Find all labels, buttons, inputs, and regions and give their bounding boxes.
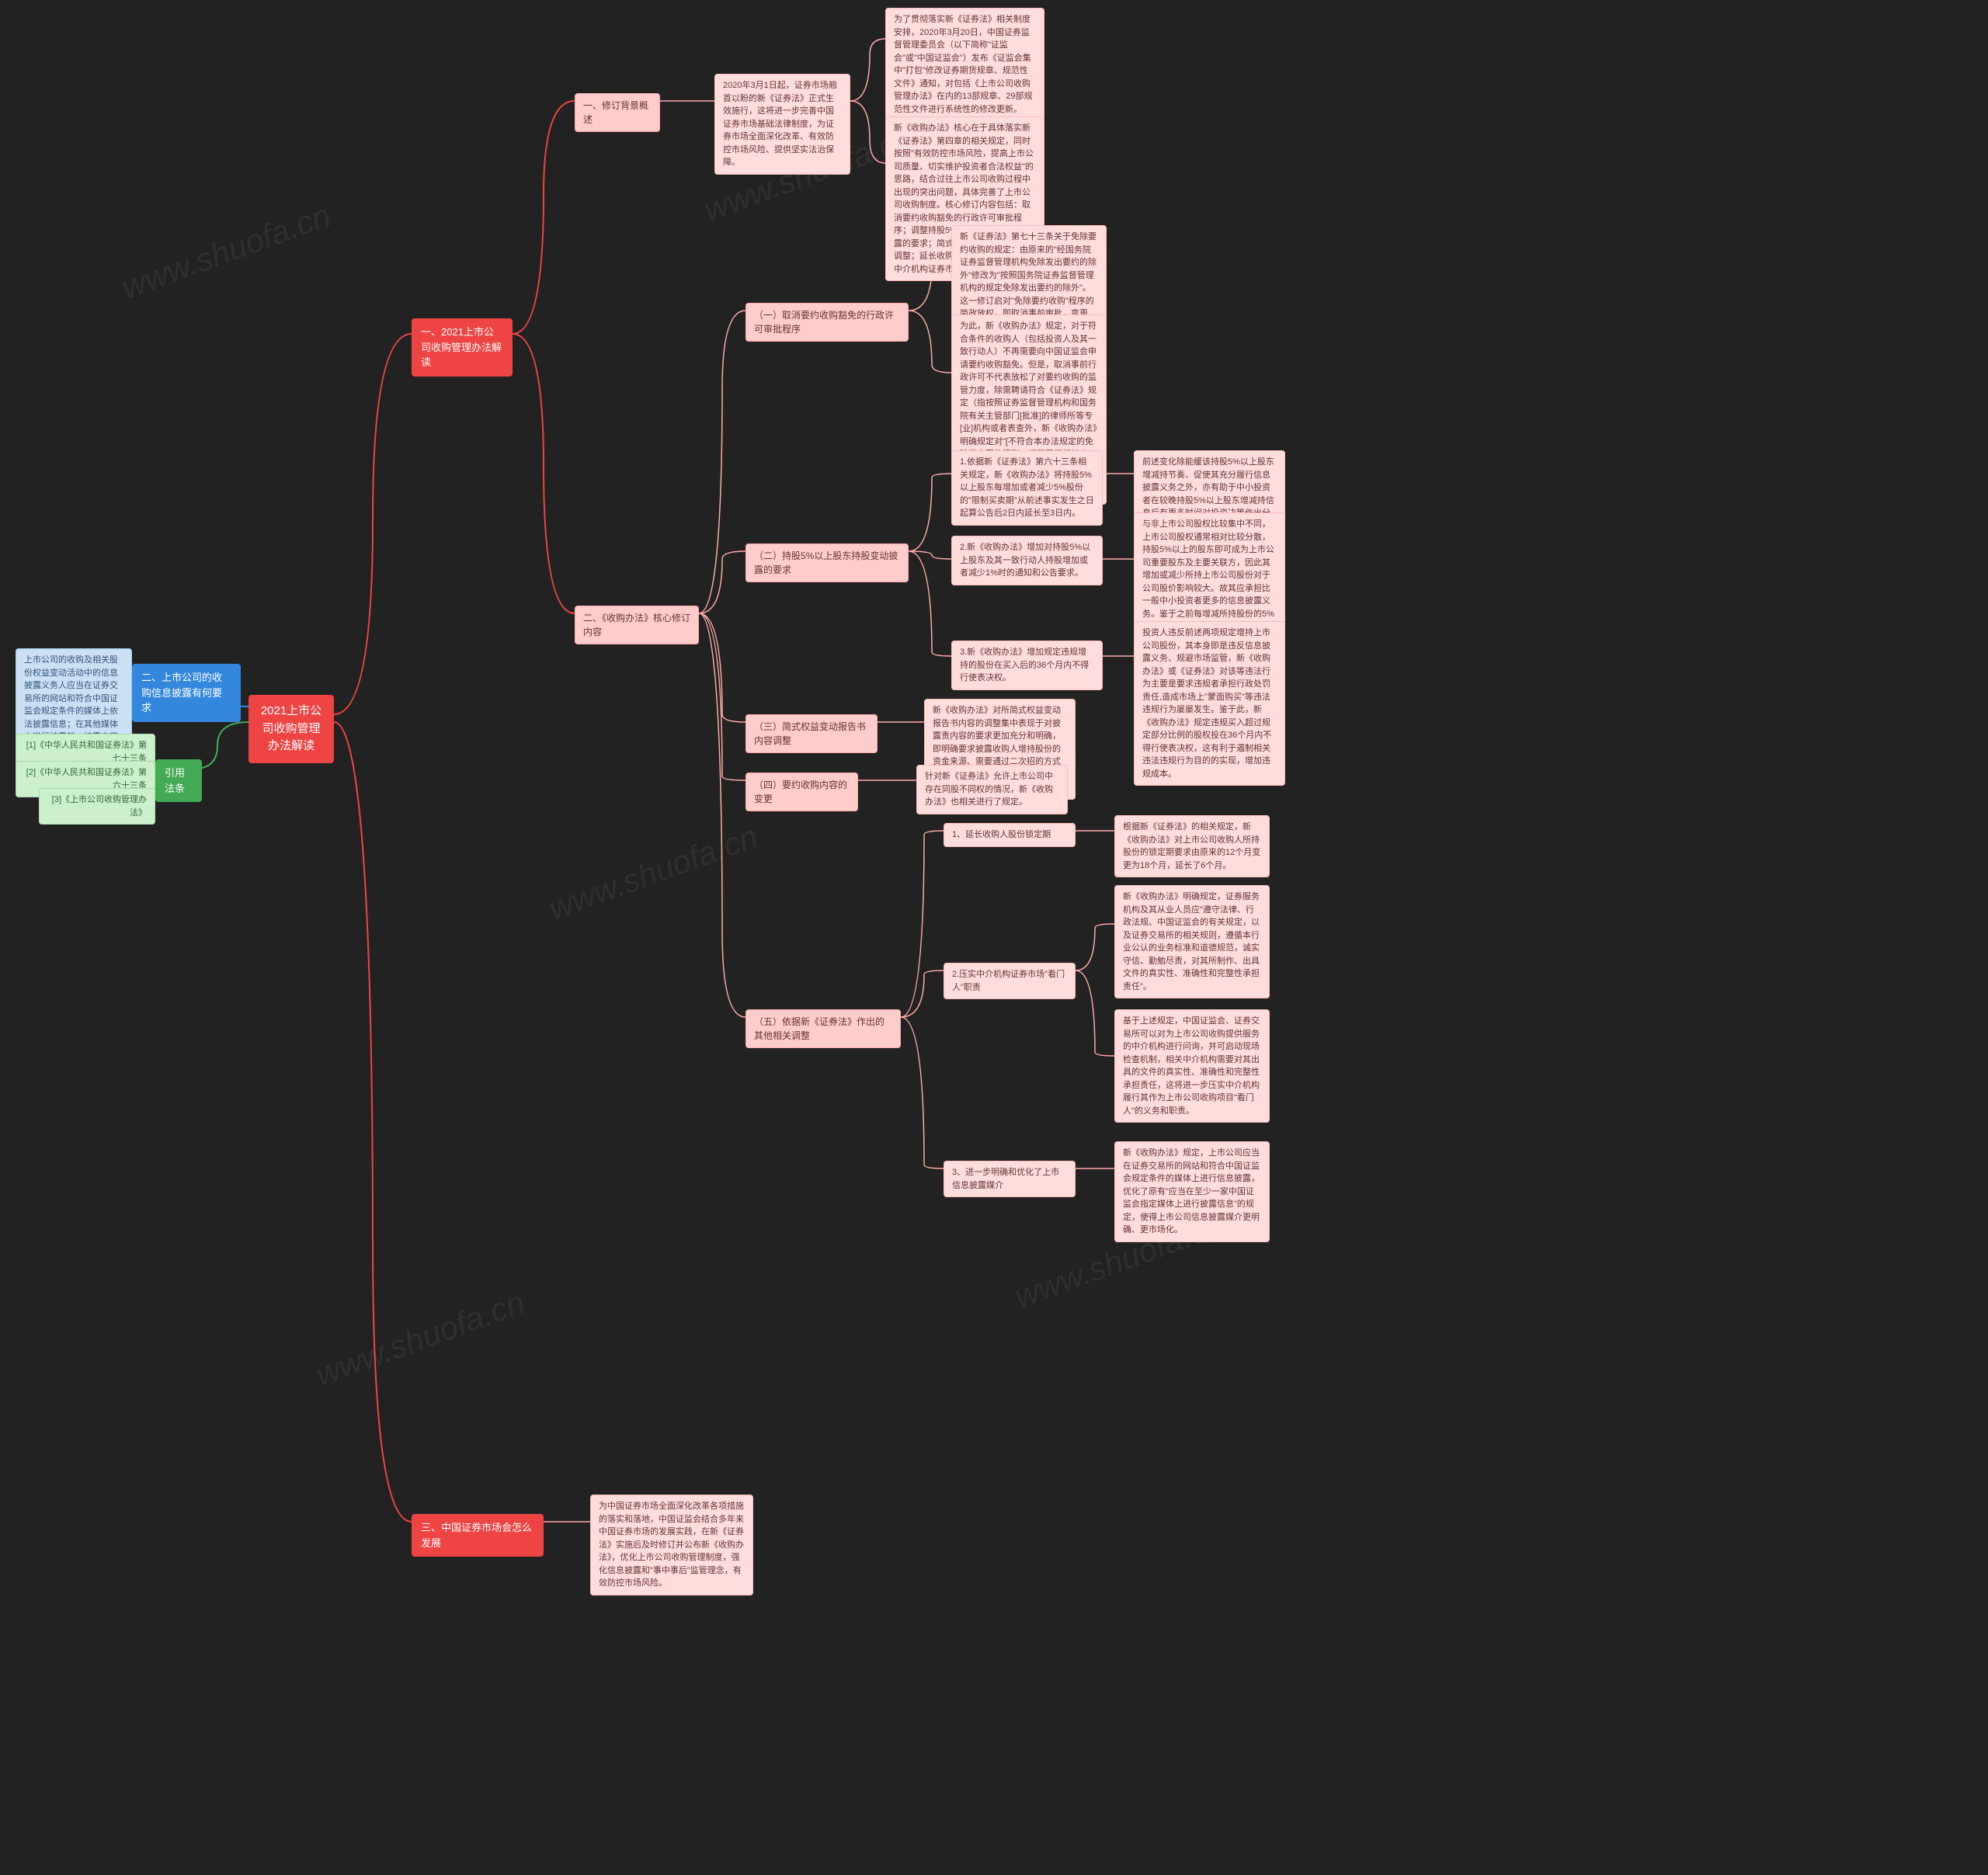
c2-node[interactable]: （二）持股5%以上股东持股变动披露的要求 xyxy=(746,543,909,582)
c5-item-1-leaf-1: 基于上述规定，中国证监会、证券交易所可以对为上市公司收购提供服务的中介机构进行问… xyxy=(1114,1009,1270,1123)
c5-item-2: 3、进一步明确和优化了上市信息披露媒介 xyxy=(944,1161,1076,1197)
c5-item-0: 1、延长收购人股份锁定期 xyxy=(944,823,1076,847)
cite-label: 引用法条 xyxy=(165,767,185,794)
section-s2[interactable]: 二、《收购办法》核心修订内容 xyxy=(575,606,699,644)
cite-item-2: [3]《上市公司收购管理办法》 xyxy=(39,788,155,825)
s1-label: 一、修订背景概述 xyxy=(583,100,648,125)
watermark: www.shuofa.cn xyxy=(311,1283,530,1394)
c2-item-0: 1.依据新《证券法》第六十三条相关规定，新《收购办法》将持股5%以上股东每增加或… xyxy=(951,450,1103,526)
c4-node[interactable]: （四）要约收购内容的变更 xyxy=(746,773,858,811)
branch-two[interactable]: 二、上市公司的收购信息披露有何要求 xyxy=(132,664,241,722)
branch-one[interactable]: 一、2021上市公司收购管理办法解读 xyxy=(412,318,513,377)
c5-item-1: 2.压实中介机构证券市场"看门人"职责 xyxy=(944,963,1076,999)
root-title: 2021上市公司收购管理办法解读 xyxy=(261,704,321,752)
c5-item-2-leaf: 新《收购办法》规定，上市公司应当在证券交易所的网站和符合中国证监会规定条件的媒体… xyxy=(1114,1141,1270,1242)
s1-leaf-0: 为了贯彻落实新《证券法》相关制度安排，2020年3月20日，中国证券监督管理委员… xyxy=(885,8,1044,121)
c5-item-1-leaf-0: 新《收购办法》明确规定，证券服务机构及其从业人员应"遵守法律、行政法规、中国证监… xyxy=(1114,885,1270,998)
c2-item-2-leaf: 投资人违反前述两项规定增持上市公司股份，其本身即是违反信息披露义务、规避市场监管… xyxy=(1134,621,1285,786)
root-node[interactable]: 2021上市公司收购管理办法解读 xyxy=(248,695,334,763)
c2-item-1: 2.新《收购办法》增加对持股5%以上股东及其一致行动人持股增加或者减少1%时的通… xyxy=(951,536,1103,585)
branch-three-leaf: 为中国证券市场全面深化改革各项措施的落实和落地，中国证监会结合多年来中国证券市场… xyxy=(590,1495,753,1595)
c1-node[interactable]: （一）取消要约收购豁免的行政许可审批程序 xyxy=(746,303,909,342)
branch-three[interactable]: 三、中国证券市场会怎么发展 xyxy=(412,1514,544,1557)
s1-desc: 2020年3月1日起，证券市场翘首以盼的新《证券法》正式生效施行，这将进一步完善… xyxy=(714,74,850,175)
watermark: www.shuofa.cn xyxy=(544,818,763,928)
c2-item-2: 3.新《收购办法》增加规定违规增持的股份在买入后的36个月内不得行使表决权。 xyxy=(951,641,1103,690)
c3-node[interactable]: （三）简式权益变动报告书内容调整 xyxy=(746,714,878,753)
c5-item-0-leaf: 根据新《证券法》的相关规定，新《收购办法》对上市公司收购人所持股份的锁定期要求由… xyxy=(1114,815,1270,877)
branch-three-label: 三、中国证券市场会怎么发展 xyxy=(421,1522,532,1549)
section-s1[interactable]: 一、修订背景概述 xyxy=(575,93,660,132)
watermark: www.shuofa.cn xyxy=(116,196,335,307)
c4-leaf: 针对新《证券法》允许上市公司中存在同股不同权的情况，新《收购办法》也相关进行了规… xyxy=(916,765,1068,814)
branch-two-label: 二、上市公司的收购信息披露有何要求 xyxy=(141,672,222,714)
branch-one-label: 一、2021上市公司收购管理办法解读 xyxy=(421,326,502,368)
s2-label: 二、《收购办法》核心修订内容 xyxy=(583,613,690,637)
c5-node[interactable]: （五）依据新《证券法》作出的其他相关调整 xyxy=(746,1009,901,1048)
branch-cite[interactable]: 引用法条 xyxy=(155,759,202,802)
